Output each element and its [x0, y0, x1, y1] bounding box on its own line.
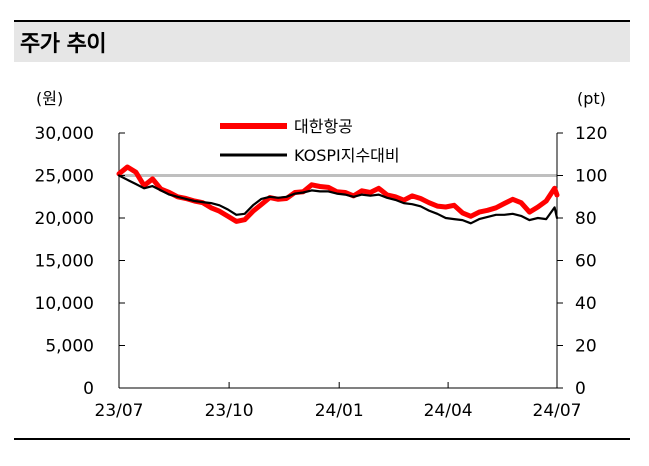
- right-tick-label: 60: [575, 252, 597, 272]
- chart-legend: 대한항공 KOSPI지수대비: [220, 117, 400, 165]
- left-tick-label: 30,000: [35, 124, 94, 144]
- header-top-rule: [14, 20, 630, 22]
- left-tick-label: 15,000: [35, 252, 94, 272]
- left-tick-label: 25,000: [35, 167, 94, 187]
- page-title: 주가 추이: [20, 32, 107, 57]
- right-axis-unit: (pt): [577, 89, 606, 108]
- left-tick-label: 20,000: [35, 209, 94, 229]
- right-tick-label: 0: [575, 379, 586, 399]
- x-tick-label: 24/04: [424, 401, 473, 421]
- legend-label: 대한항공: [294, 117, 353, 136]
- x-tick-label: 24/01: [315, 401, 364, 421]
- x-tick-label: 23/07: [95, 401, 144, 421]
- legend-label: KOSPI지수대비: [294, 146, 400, 165]
- chart-series: [116, 164, 560, 225]
- left-tick-label: 10,000: [35, 294, 94, 314]
- right-tick-label: 40: [575, 294, 597, 314]
- left-tick-label: 5,000: [45, 337, 94, 357]
- x-tick-label: 24/07: [533, 401, 582, 421]
- series-line-kospi-relative: [117, 174, 559, 225]
- left-axis-unit: (원): [36, 89, 63, 108]
- tick-labels: 0 5,000 10,000 15,000 20,000 25,000 30,000 0 20 4…: [35, 124, 608, 421]
- right-tick-label: 120: [575, 124, 607, 144]
- chart-axes: [118, 132, 563, 389]
- footer-rule: [14, 438, 630, 440]
- x-tick-label: 23/10: [205, 401, 254, 421]
- right-tick-label: 100: [575, 167, 607, 187]
- right-tick-label: 80: [575, 209, 597, 229]
- header-band: [14, 22, 630, 62]
- left-tick-label: 0: [83, 379, 94, 399]
- right-tick-label: 20: [575, 337, 597, 357]
